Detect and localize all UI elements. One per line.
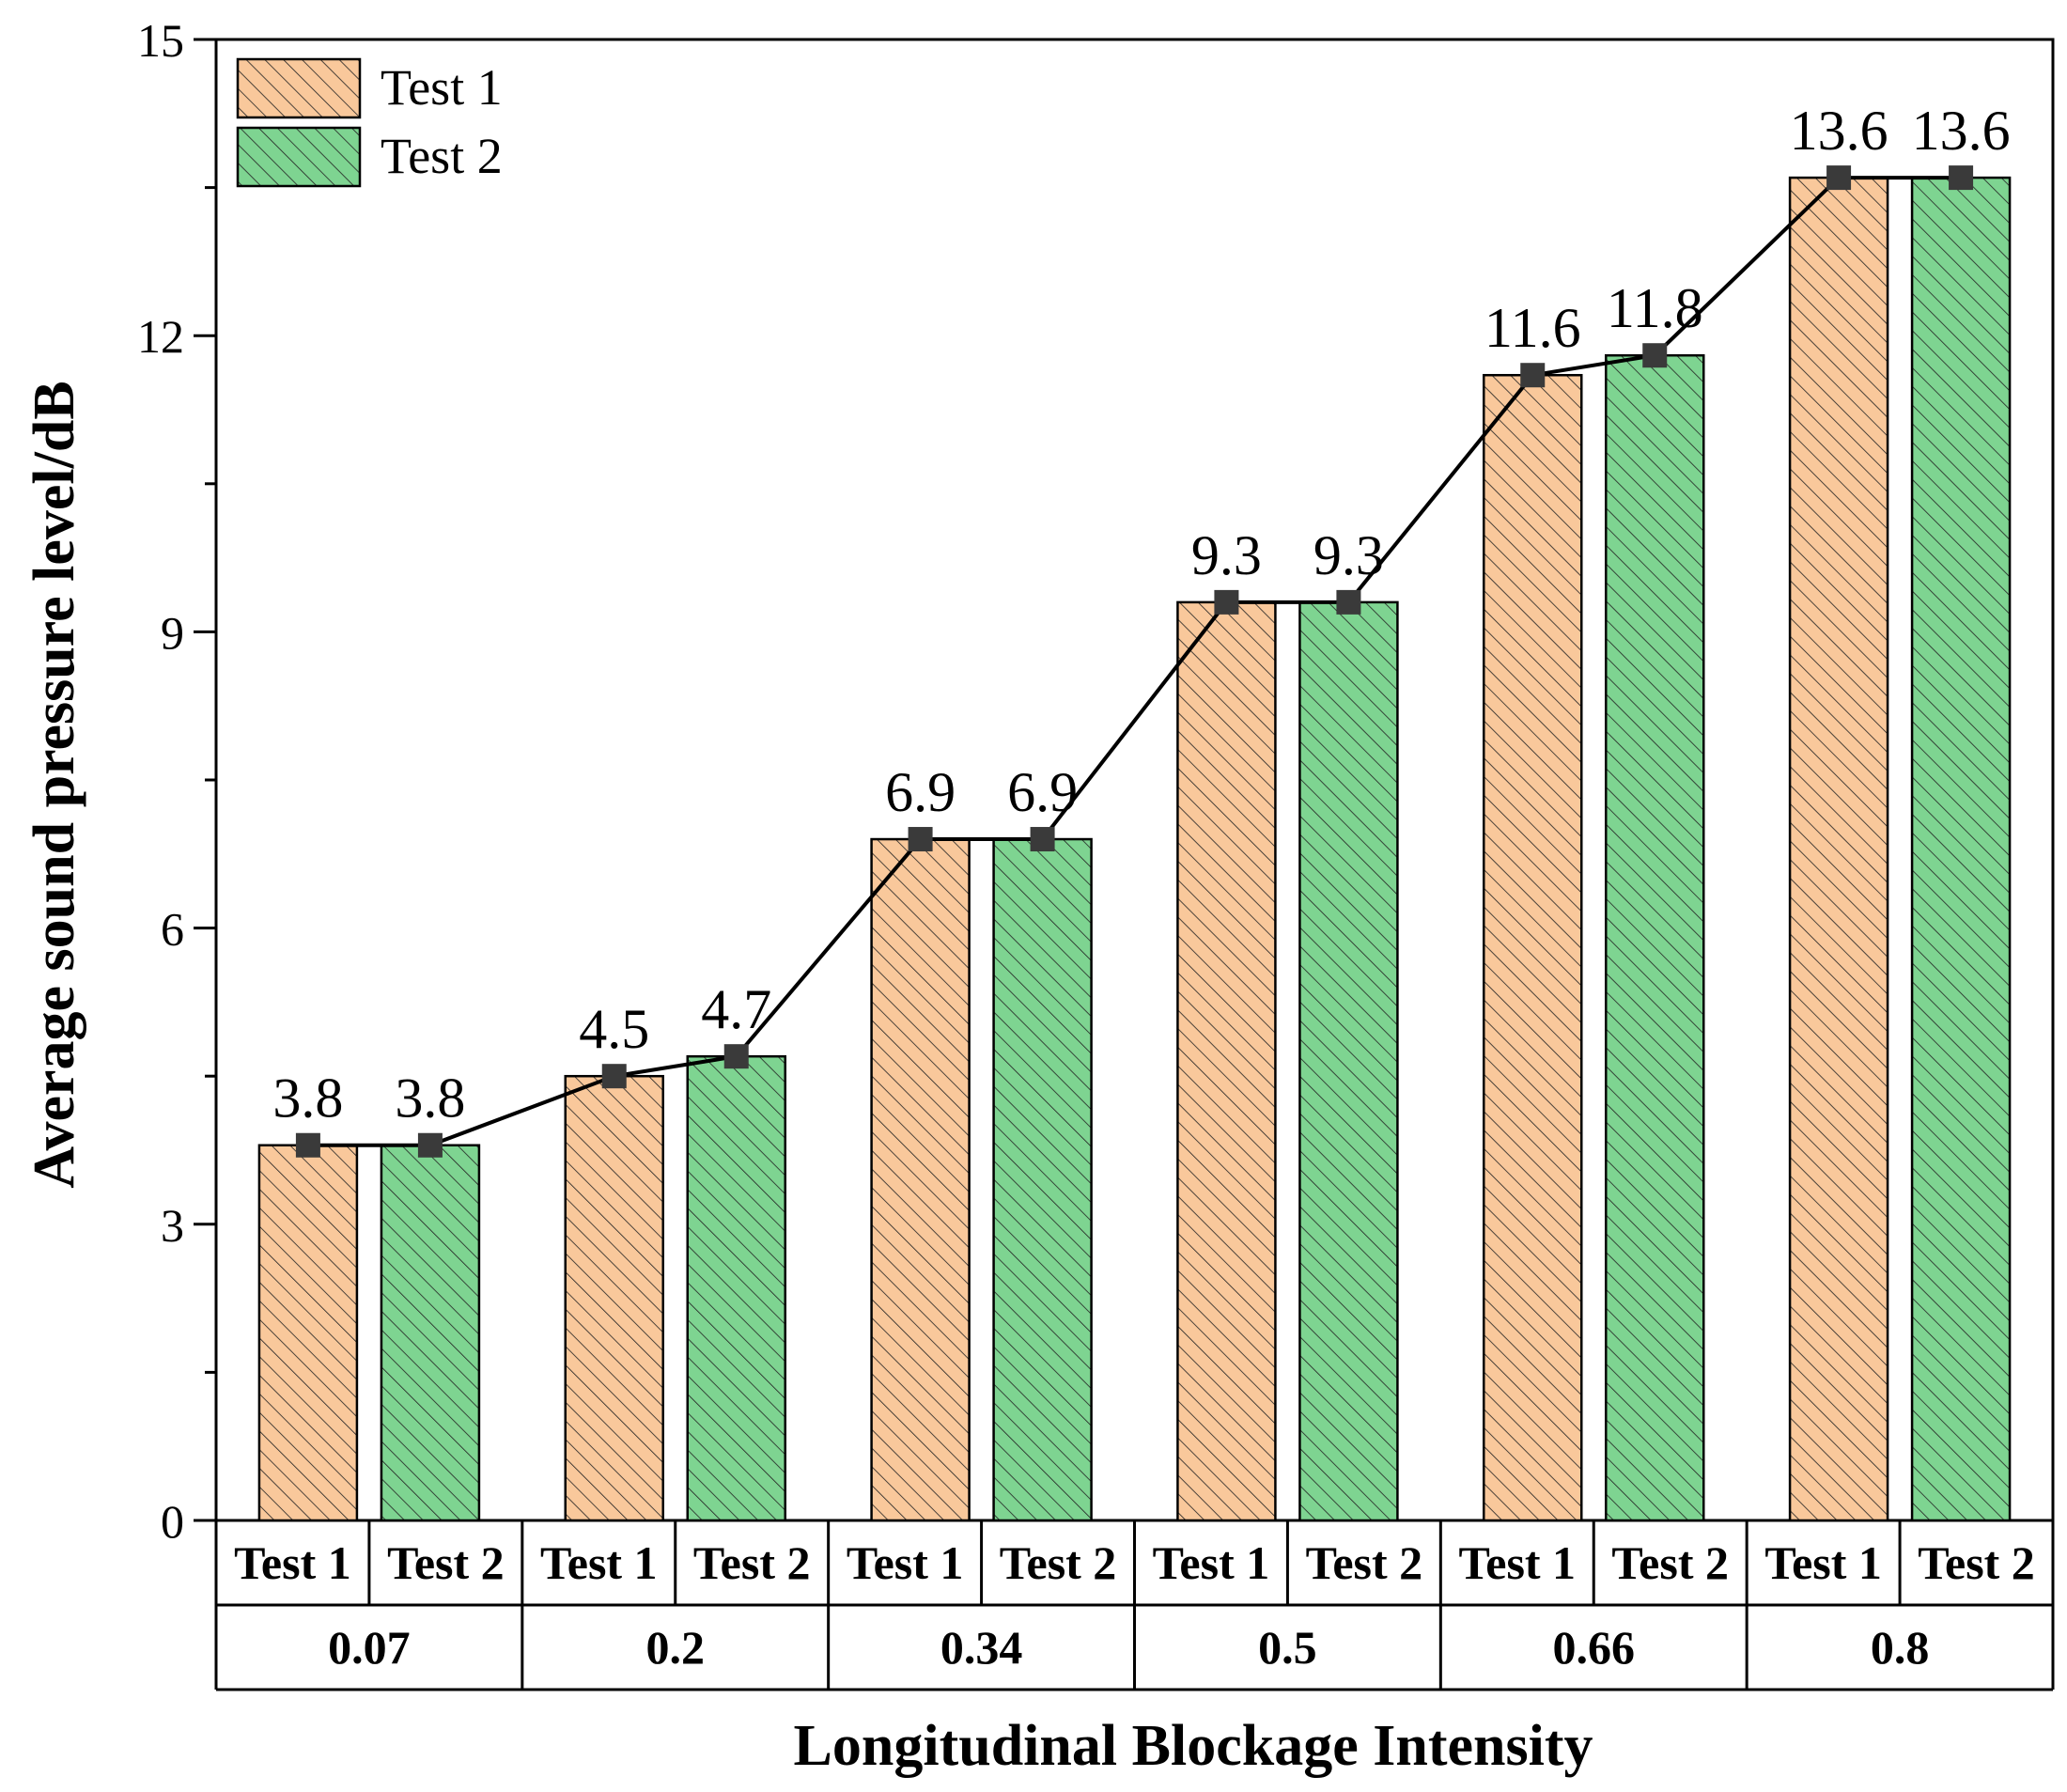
y-tick-label: 3 <box>161 1199 184 1252</box>
plot-frame <box>214 38 2055 1522</box>
trend-marker <box>1214 589 1239 615</box>
data-label: 13.6 <box>1790 100 1888 162</box>
plot-area-border <box>214 38 2055 1522</box>
sub-axis-label: Test 1 <box>540 1536 658 1589</box>
trend-line-group <box>295 165 1974 1158</box>
bar-test-2-0.2 <box>686 1054 786 1522</box>
sub-axis-label: Test 1 <box>847 1536 964 1589</box>
data-label: 3.8 <box>272 1067 343 1130</box>
data-label: 6.9 <box>885 761 956 823</box>
bar-test-1-0.2 <box>564 1074 664 1522</box>
trend-marker <box>601 1064 627 1089</box>
sub-axis-label: Test 2 <box>693 1536 811 1589</box>
category-label: 0.2 <box>646 1621 706 1674</box>
y-axis: 0 3 6 9 12 15 <box>137 14 216 1548</box>
trend-marker <box>1520 363 1546 388</box>
data-labels: 3.8 3.8 4.5 4.7 6.9 6.9 9.3 9.3 11.6 11.8 13.6 13.6 <box>272 100 2010 1130</box>
trend-marker <box>295 1132 320 1158</box>
trend-marker <box>723 1044 749 1069</box>
trend-marker <box>1949 165 1974 191</box>
category-label: 0.8 <box>1871 1621 1930 1674</box>
legend-swatch-test-2 <box>236 126 362 188</box>
legend-label: Test 1 <box>381 59 503 116</box>
bar-test-1-0.8 <box>1788 176 1889 1522</box>
bar-test-2-0.07 <box>380 1144 481 1522</box>
y-tick-label: 15 <box>137 14 184 67</box>
y-tick-label: 12 <box>137 310 184 363</box>
trend-marker <box>1642 343 1668 368</box>
y-tick-label: 6 <box>161 903 184 956</box>
bar-test-2-0.5 <box>1298 600 1399 1522</box>
bars <box>257 176 2012 1522</box>
y-tick-label: 9 <box>161 606 184 659</box>
data-label: 11.6 <box>1484 297 1581 359</box>
sub-axis-label: Test 1 <box>1764 1536 1882 1589</box>
sub-axis-label: Test 2 <box>1000 1536 1117 1589</box>
category-label: 0.5 <box>1258 1621 1317 1674</box>
category-label: 0.34 <box>940 1621 1023 1674</box>
data-label: 9.3 <box>1191 524 1262 586</box>
bar-test-2-0.66 <box>1605 353 1705 1522</box>
trend-marker <box>1826 165 1852 191</box>
data-label: 9.3 <box>1313 524 1384 586</box>
bar-test-1-0.5 <box>1176 600 1277 1522</box>
sub-axis-label: Test 1 <box>1153 1536 1270 1589</box>
trend-marker <box>417 1132 443 1158</box>
bar-test-1-0.07 <box>257 1144 359 1522</box>
trend-marker <box>908 827 933 852</box>
trend-marker <box>1336 589 1361 615</box>
data-label: 3.8 <box>395 1067 465 1130</box>
bar-test-1-0.34 <box>870 837 971 1522</box>
trend-line <box>307 176 1962 1147</box>
data-label: 11.8 <box>1607 277 1703 339</box>
sub-axis-label: Test 2 <box>1611 1536 1729 1589</box>
data-label: 4.7 <box>701 978 771 1040</box>
sub-axis-label: Test 2 <box>1918 1536 2035 1589</box>
data-label: 4.5 <box>579 998 649 1060</box>
data-label: 13.6 <box>1912 100 2011 162</box>
sub-axis-label: Test 1 <box>1459 1536 1577 1589</box>
sub-axis-label: Test 2 <box>1306 1536 1423 1589</box>
bar-test-2-0.34 <box>992 837 1093 1522</box>
sub-axis-label: Test 1 <box>234 1536 351 1589</box>
category-label: 0.07 <box>328 1621 411 1674</box>
x-axis-label: Longitudinal Blockage Intensity <box>794 1714 1593 1778</box>
legend-swatch-test-1 <box>236 57 362 119</box>
x-axis-table: Test 1 Test 2 0.07 Test 1 Test 2 0.2 Test 1 Tes… <box>214 1520 2055 1691</box>
bar-test-2-0.8 <box>1910 176 2012 1522</box>
trend-marker <box>1030 827 1055 852</box>
sub-axis-label: Test 2 <box>387 1536 505 1589</box>
bar-test-1-0.66 <box>1483 373 1583 1522</box>
category-label: 0.66 <box>1553 1621 1636 1674</box>
data-label: 6.9 <box>1007 761 1078 823</box>
y-axis-label: Average sound pressure level/dB <box>23 381 86 1188</box>
legend: Test 1 Test 2 <box>236 57 503 188</box>
legend-label: Test 2 <box>381 128 503 184</box>
y-tick-label: 0 <box>161 1495 184 1548</box>
